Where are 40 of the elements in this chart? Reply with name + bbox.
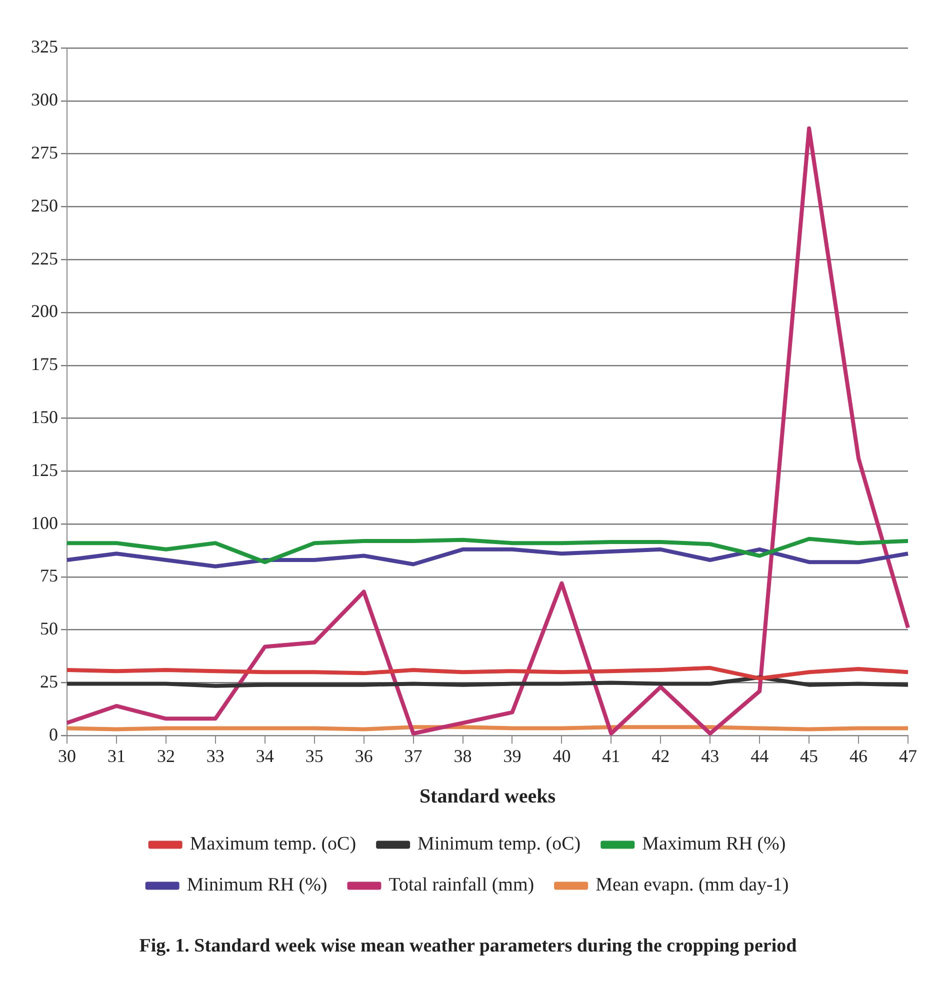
y-tick-label: 100 bbox=[31, 512, 58, 533]
x-tick-label: 31 bbox=[107, 746, 126, 766]
y-tick-label: 150 bbox=[31, 406, 58, 427]
y-tick-label: 175 bbox=[31, 354, 58, 374]
x-tick-label: 43 bbox=[701, 746, 720, 766]
x-tick-label: 34 bbox=[256, 746, 274, 766]
y-tick-label: 325 bbox=[31, 36, 58, 57]
y-tick-label: 125 bbox=[31, 460, 58, 480]
x-tick-label: 35 bbox=[305, 746, 324, 766]
y-tick-label: 25 bbox=[40, 671, 58, 692]
x-tick-label: 39 bbox=[503, 746, 522, 766]
x-tick-label: 36 bbox=[354, 746, 373, 766]
x-tick-label: 38 bbox=[454, 746, 472, 766]
y-tick-label: 250 bbox=[31, 195, 58, 216]
legend-label: Maximum RH (%) bbox=[642, 834, 786, 855]
x-axis-title: Standard weeks bbox=[419, 785, 556, 808]
legend-label: Mean evapn. (mm day-1) bbox=[596, 874, 789, 896]
legend-label: Total rainfall (mm) bbox=[388, 874, 534, 896]
x-tick-label: 47 bbox=[899, 746, 917, 766]
y-tick-label: 300 bbox=[31, 90, 58, 110]
x-tick-label: 41 bbox=[602, 746, 620, 766]
x-tick-label: 40 bbox=[552, 746, 571, 766]
x-tick-label: 46 bbox=[850, 746, 868, 766]
x-tick-label: 33 bbox=[206, 746, 224, 766]
legend-label: Minimum RH (%) bbox=[186, 874, 328, 896]
legend-label: Maximum temp. (oC) bbox=[190, 834, 356, 855]
y-tick-label: 75 bbox=[40, 566, 58, 586]
y-tick-label: 225 bbox=[31, 248, 58, 268]
y-tick-label: 200 bbox=[31, 301, 58, 322]
x-tick-label: 30 bbox=[58, 746, 76, 766]
x-tick-label: 44 bbox=[750, 746, 769, 766]
x-tick-label: 42 bbox=[652, 746, 670, 766]
y-tick-label: 50 bbox=[40, 618, 58, 639]
x-tick-label: 32 bbox=[156, 746, 175, 766]
text: Fig. 1. Standard week wise mean weather parameters during the cropping period bbox=[139, 936, 798, 957]
y-tick-label: 0 bbox=[49, 724, 58, 744]
x-tick-label: 45 bbox=[800, 746, 818, 766]
x-tick-label: 37 bbox=[404, 746, 422, 766]
legend-label: Minimum temp. (oC) bbox=[418, 834, 581, 855]
y-tick-label: 275 bbox=[31, 142, 58, 163]
